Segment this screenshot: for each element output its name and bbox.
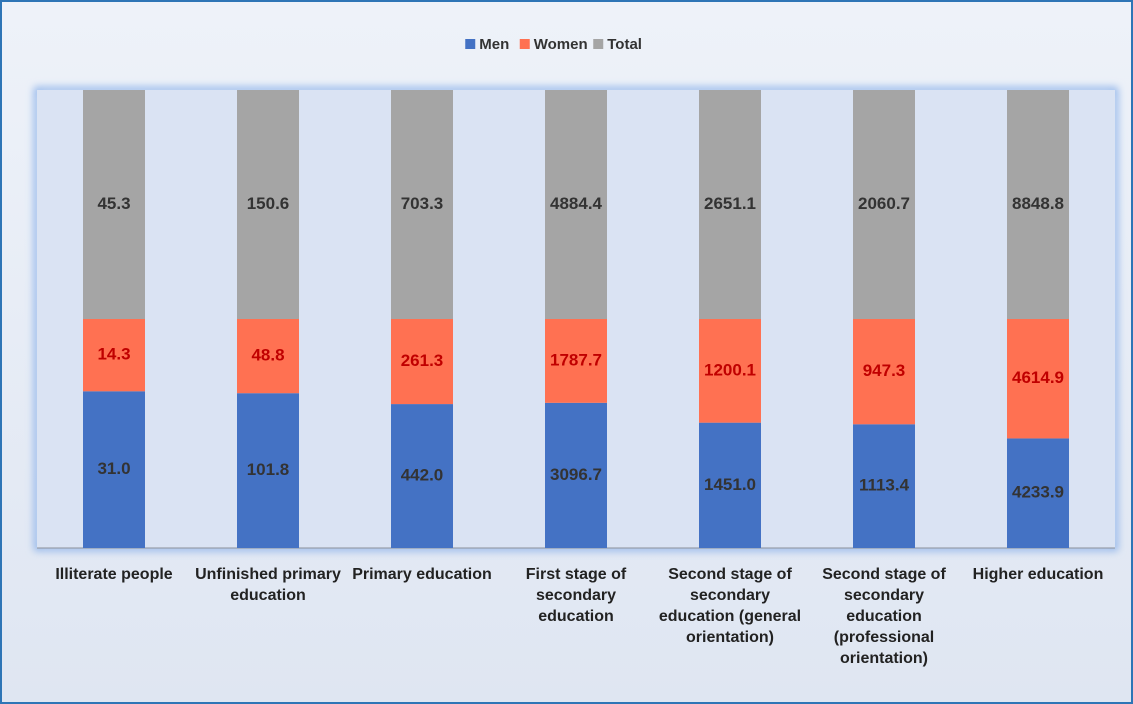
bar-segment xyxy=(545,402,607,548)
legend-swatch xyxy=(593,39,604,49)
bar-segment xyxy=(853,90,915,319)
x-tick-label: First stage of secondary education xyxy=(525,566,627,625)
data-label: 703.3 xyxy=(401,194,444,213)
x-tick-label: Higher education xyxy=(972,566,1104,583)
bar-segment xyxy=(237,319,299,394)
x-tick-label: Primary education xyxy=(352,566,492,583)
bar-segment xyxy=(1007,319,1069,439)
data-label: 1113.4 xyxy=(859,476,910,495)
data-label: 31.0 xyxy=(97,459,130,478)
legend-swatch xyxy=(465,39,476,49)
data-label: 1451.0 xyxy=(704,475,756,494)
bar-segment xyxy=(391,90,453,319)
bar-segment xyxy=(699,319,761,423)
data-label: 442.0 xyxy=(401,466,444,485)
bar-segment xyxy=(83,391,145,548)
bar-segment xyxy=(391,319,453,405)
data-label: 2651.1 xyxy=(704,194,756,213)
data-label: 261.3 xyxy=(401,351,444,370)
legend-label: Total xyxy=(607,36,642,53)
legend-swatch xyxy=(519,39,530,49)
data-label: 150.6 xyxy=(247,194,290,213)
data-label: 4233.9 xyxy=(1012,483,1064,502)
x-tick-label: Illiterate people xyxy=(55,566,173,583)
bar-segment xyxy=(83,90,145,319)
bar-segment xyxy=(237,393,299,548)
data-label: 947.3 xyxy=(863,361,906,380)
bar-segment xyxy=(853,424,915,548)
bar-segment xyxy=(699,90,761,319)
data-label: 1787.7 xyxy=(550,350,602,369)
bar-segment xyxy=(83,319,145,392)
data-label: 4614.9 xyxy=(1012,368,1064,387)
data-label: 101.8 xyxy=(247,460,290,479)
bar-segment xyxy=(237,90,299,319)
data-label: 2060.7 xyxy=(858,194,910,213)
data-label: 3096.7 xyxy=(550,465,602,484)
data-label: 1200.1 xyxy=(704,360,756,379)
data-label: 14.3 xyxy=(97,345,130,364)
bar-segment xyxy=(1007,90,1069,319)
data-label: 48.8 xyxy=(251,346,284,365)
legend-label: Women xyxy=(534,36,588,53)
bar-segment xyxy=(391,404,453,548)
data-label: 45.3 xyxy=(97,194,130,213)
bar-segment xyxy=(853,319,915,425)
x-tick-label: Second stage of secondary education (gen… xyxy=(658,566,802,646)
bar-segment xyxy=(699,422,761,548)
bar-segment xyxy=(1007,438,1069,548)
data-label: 8848.8 xyxy=(1012,194,1064,213)
data-label: 4884.4 xyxy=(550,194,603,213)
bar-segment xyxy=(545,90,607,319)
legend-label: Men xyxy=(479,36,509,53)
x-tick-label: Unfinished primary education xyxy=(195,566,341,604)
bar-segment xyxy=(545,319,607,403)
x-tick-label: Second stage of secondary education (pro… xyxy=(822,566,946,667)
